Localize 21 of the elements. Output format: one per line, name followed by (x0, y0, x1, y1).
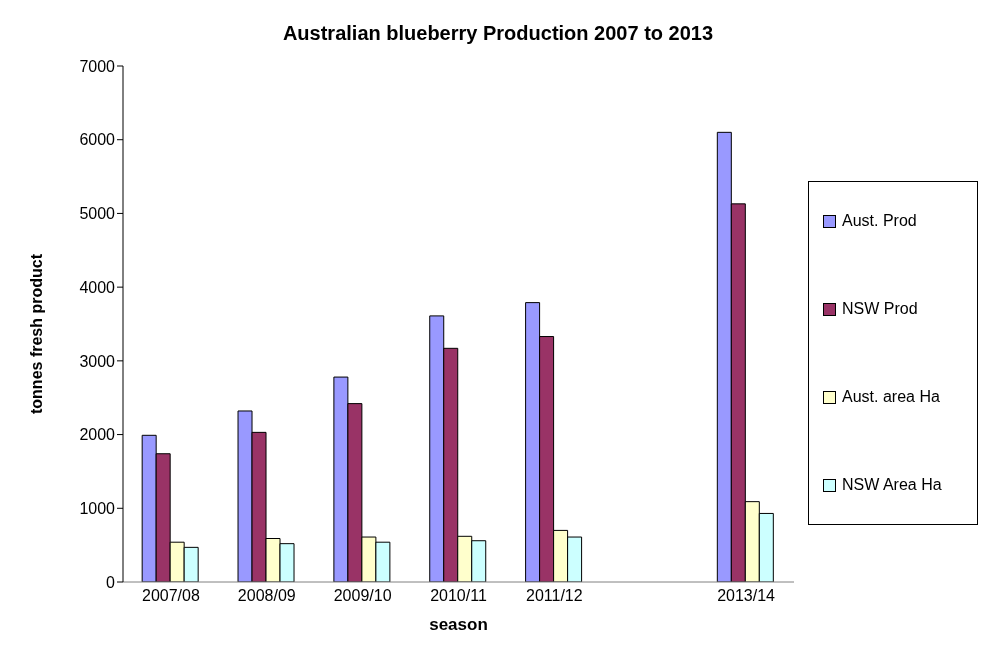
y-tick-label: 6000 (79, 131, 116, 149)
x-axis-title: season (429, 615, 488, 634)
x-tick-label: 2011/12 (526, 587, 583, 605)
y-tick-label: 3000 (79, 352, 116, 370)
y-tick-label: 2000 (79, 426, 116, 444)
legend-label: Aust. area Ha (842, 388, 940, 406)
x-tick-label: 2010/11 (430, 587, 487, 605)
y-tick-label: 1000 (79, 499, 116, 517)
y-tick-label: 0 (106, 573, 116, 591)
legend-label: NSW Prod (842, 300, 918, 318)
x-tick-label: 2009/10 (333, 587, 392, 605)
x-tick-label: 2013/14 (717, 587, 776, 605)
y-tick-label: 7000 (79, 57, 116, 75)
legend-label: Aust. Prod (842, 212, 917, 230)
legend-label: NSW Area Ha (842, 476, 942, 494)
x-tick-label: 2008/09 (237, 587, 296, 605)
y-axis-title: tonnes fresh product (27, 253, 45, 414)
y-tick-label: 5000 (79, 205, 116, 223)
y-tick-label: 4000 (79, 278, 116, 296)
chart-title: Australian blueberry Production 2007 to 2013 (281, 21, 715, 46)
x-tick-label: 2007/08 (142, 587, 200, 605)
